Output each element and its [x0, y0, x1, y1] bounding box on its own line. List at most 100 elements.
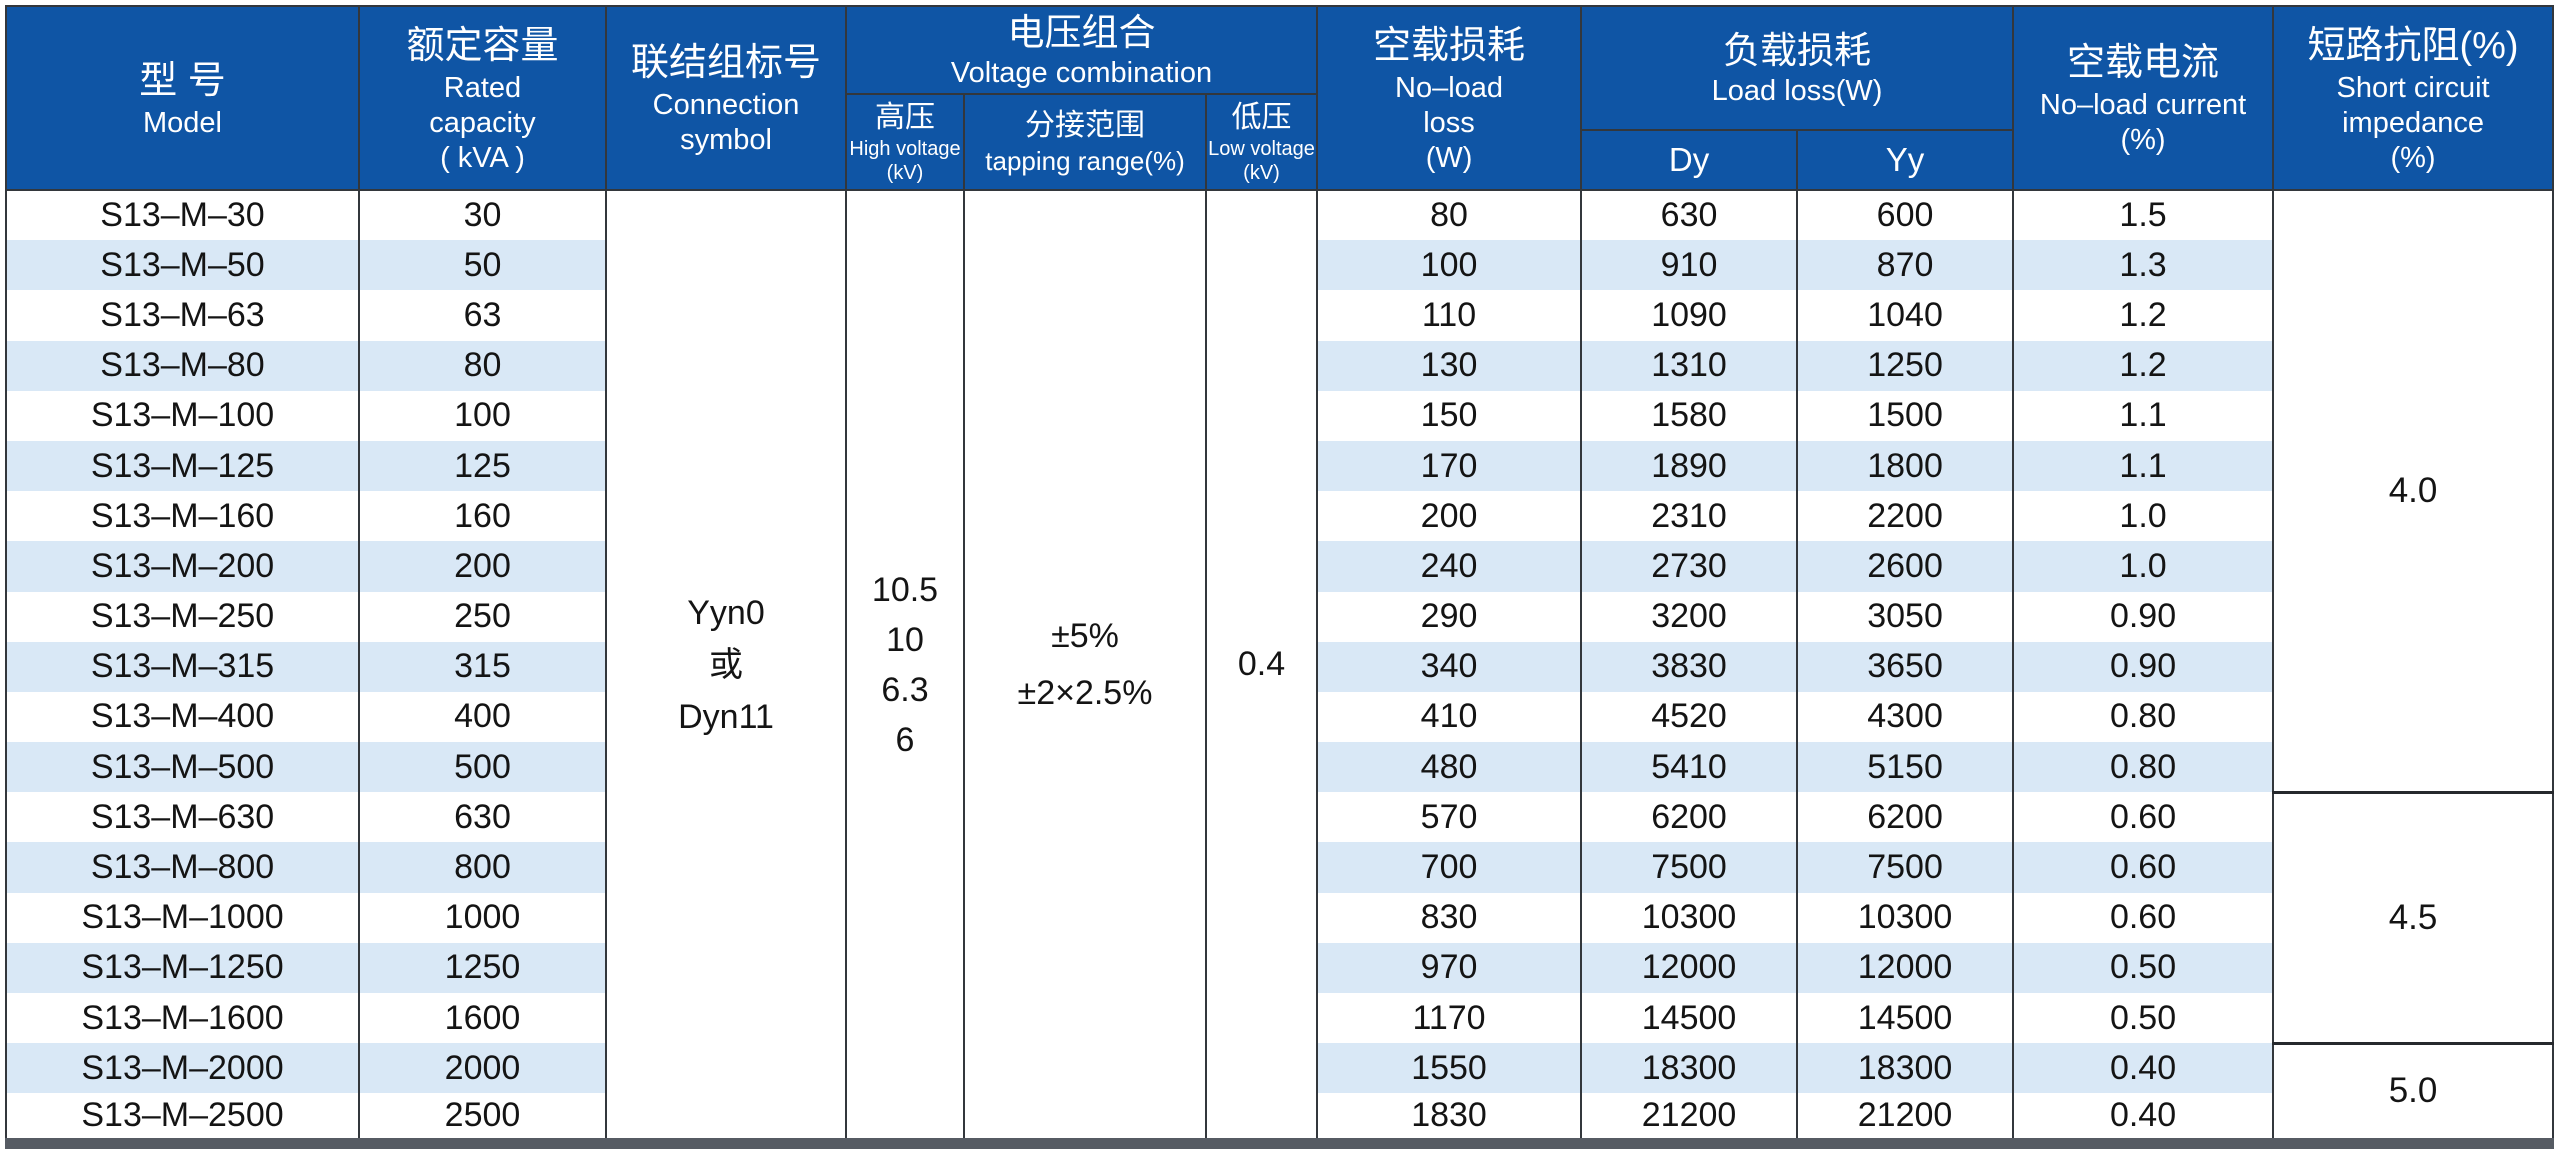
- header-no-load-current-en2: (%): [2120, 124, 2166, 156]
- header-tapping-range-en: tapping range(%): [985, 146, 1185, 176]
- capacity-cell: 2500: [358, 1093, 607, 1144]
- no-load-current-cell: 0.60: [2012, 892, 2275, 943]
- header-high-voltage-zh: 高压: [875, 101, 935, 134]
- header-no-load-loss-en2: loss: [1423, 106, 1475, 139]
- table-row: S13–M–160 160 200 2310 2200 1.0: [5, 491, 2553, 542]
- no-load-loss-cell: 240: [1316, 541, 1583, 592]
- model-cell: S13–M–125: [5, 440, 360, 492]
- no-load-current-cell: 0.40: [2012, 1043, 2275, 1094]
- header-rated-capacity: 额定容量 Rated capacity ( kVA ): [358, 5, 607, 191]
- capacity-cell: 125: [358, 440, 607, 492]
- table-row: S13–M–30 30 Yyn0 或 Dyn11 10.5 10 6.3 6 ±5% ±2×2.5%…: [5, 190, 2555, 1144]
- dy-cell: 1890: [1580, 440, 1799, 492]
- dy-cell: 5410: [1580, 742, 1799, 793]
- connection-symbol-cell-line: Dyn11: [678, 697, 774, 736]
- table-row: S13–M–400 400 410 4520 4300 0.80: [5, 691, 2553, 743]
- capacity-cell: 400: [358, 691, 607, 743]
- header-tapping-range: 分接范围 tapping range(%): [963, 93, 1207, 191]
- yy-cell: 1800: [1796, 440, 2015, 492]
- table-row: S13–M–500 500 480 5410 5150 0.80: [5, 742, 2553, 793]
- yy-cell: 10300: [1796, 892, 2015, 943]
- header-load-loss-zh: 负载损耗: [1723, 29, 1872, 71]
- capacity-cell: 2000: [358, 1043, 607, 1094]
- no-load-current-cell: 1.2: [2012, 340, 2275, 391]
- capacity-cell: 160: [358, 491, 607, 542]
- transformer-spec-table: 型 号 Model 额定容量 Rated capacity ( kVA ) 联结…: [5, 5, 2555, 1150]
- header-low-voltage-unit: (kV): [1243, 162, 1280, 184]
- header-no-load-loss-zh: 空载损耗: [1373, 24, 1526, 67]
- table-row: S13–M–2000 2000 1550 18300 18300 0.40 5.0: [5, 1041, 2555, 1144]
- dy-cell: 1090: [1580, 290, 1799, 341]
- model-cell: S13–M–1000: [5, 892, 360, 943]
- dy-cell: 21200: [1580, 1093, 1799, 1144]
- high-voltage-cell: 10.5 10 6.3 6: [845, 190, 965, 1144]
- yy-cell: 1250: [1796, 340, 2015, 391]
- no-load-loss-cell: 200: [1316, 491, 1583, 542]
- header-rated-capacity-zh: 额定容量: [406, 24, 559, 67]
- header-model-zh: 型 号: [139, 59, 226, 102]
- impedance-cell: 4.5: [2272, 790, 2555, 1044]
- no-load-loss-cell: 170: [1316, 440, 1583, 492]
- yy-cell: 6200: [1796, 792, 2015, 843]
- yy-cell: 2600: [1796, 541, 2015, 592]
- no-load-loss-cell: 1830: [1316, 1093, 1583, 1144]
- header-high-voltage-en: High voltage: [849, 138, 961, 160]
- dy-cell: 6200: [1580, 792, 1799, 843]
- yy-cell: 5150: [1796, 742, 2015, 793]
- no-load-loss-cell: 290: [1316, 591, 1583, 642]
- table-row: S13–M–250 250 290 3200 3050 0.90: [5, 591, 2553, 642]
- no-load-current-cell: 1.5: [2012, 190, 2275, 241]
- no-load-current-cell: 0.60: [2012, 842, 2275, 893]
- table-row: S13–M–630 630 570 6200 6200 0.60 4.5: [5, 790, 2555, 1044]
- low-voltage-cell: 0.4: [1204, 190, 1319, 1144]
- header-yy-label: Yy: [1885, 141, 1925, 178]
- no-load-current-cell: 0.80: [2012, 691, 2275, 743]
- table-row: S13–M–315 315 340 3830 3650 0.90: [5, 641, 2553, 692]
- no-load-current-cell: 0.80: [2012, 742, 2275, 793]
- model-cell: S13–M–315: [5, 641, 360, 692]
- no-load-current-cell: 1.3: [2012, 240, 2275, 291]
- header-voltage-combination-en: Voltage combination: [950, 56, 1213, 89]
- yy-cell: 3650: [1796, 641, 2015, 692]
- header-tapping-range-zh: 分接范围: [1025, 109, 1145, 142]
- dy-cell: 1580: [1580, 390, 1799, 441]
- header-connection-symbol: 联结组标号 Connection symbol: [605, 5, 847, 191]
- dy-cell: 14500: [1580, 993, 1799, 1044]
- capacity-cell: 1250: [358, 942, 607, 993]
- header-no-load-loss-en1: No–load: [1395, 71, 1504, 104]
- no-load-loss-cell: 970: [1316, 942, 1583, 993]
- no-load-current-cell: 0.50: [2012, 993, 2275, 1044]
- header-yy: Yy: [1796, 129, 2015, 191]
- no-load-current-cell: 0.90: [2012, 641, 2275, 692]
- connection-symbol-cell-line: Yyn0: [687, 593, 765, 632]
- dy-cell: 3200: [1580, 591, 1799, 642]
- capacity-cell: 200: [358, 541, 607, 592]
- yy-cell: 3050: [1796, 591, 2015, 642]
- no-load-loss-cell: 410: [1316, 691, 1583, 743]
- yy-cell: 21200: [1796, 1093, 2015, 1144]
- yy-cell: 18300: [1796, 1043, 2015, 1094]
- header-no-load-current-zh: 空载电流: [2067, 42, 2220, 84]
- no-load-current-cell: 0.50: [2012, 942, 2275, 993]
- table-row: S13–M–125 125 170 1890 1800 1.1: [5, 440, 2553, 492]
- capacity-cell: 250: [358, 591, 607, 642]
- dy-cell: 3830: [1580, 641, 1799, 692]
- header-high-voltage: 高压 High voltage (kV): [845, 93, 965, 191]
- connection-symbol-cell: Yyn0 或 Dyn11: [605, 190, 847, 1144]
- yy-cell: 12000: [1796, 942, 2015, 993]
- header-no-load-current-en1: No–load current: [2039, 89, 2247, 121]
- no-load-loss-cell: 130: [1316, 340, 1583, 391]
- model-cell: S13–M–2500: [5, 1093, 360, 1144]
- no-load-current-cell: 0.60: [2012, 792, 2275, 843]
- yy-cell: 14500: [1796, 993, 2015, 1044]
- no-load-loss-cell: 100: [1316, 240, 1583, 291]
- dy-cell: 7500: [1580, 842, 1799, 893]
- tapping-range-cell-line: ±2×2.5%: [1017, 673, 1153, 712]
- model-cell: S13–M–200: [5, 541, 360, 592]
- high-voltage-cell-line: 6: [895, 720, 915, 759]
- header-dy-label: Dy: [1668, 141, 1710, 178]
- high-voltage-cell-line: 10.5: [871, 570, 939, 609]
- model-cell: S13–M–630: [5, 792, 360, 843]
- table-body: S13–M–30 30 Yyn0 或 Dyn11 10.5 10 6.3 6 ±5% ±2×2.5%…: [5, 190, 2555, 1144]
- tapping-range-cell-line: ±5%: [1051, 616, 1119, 655]
